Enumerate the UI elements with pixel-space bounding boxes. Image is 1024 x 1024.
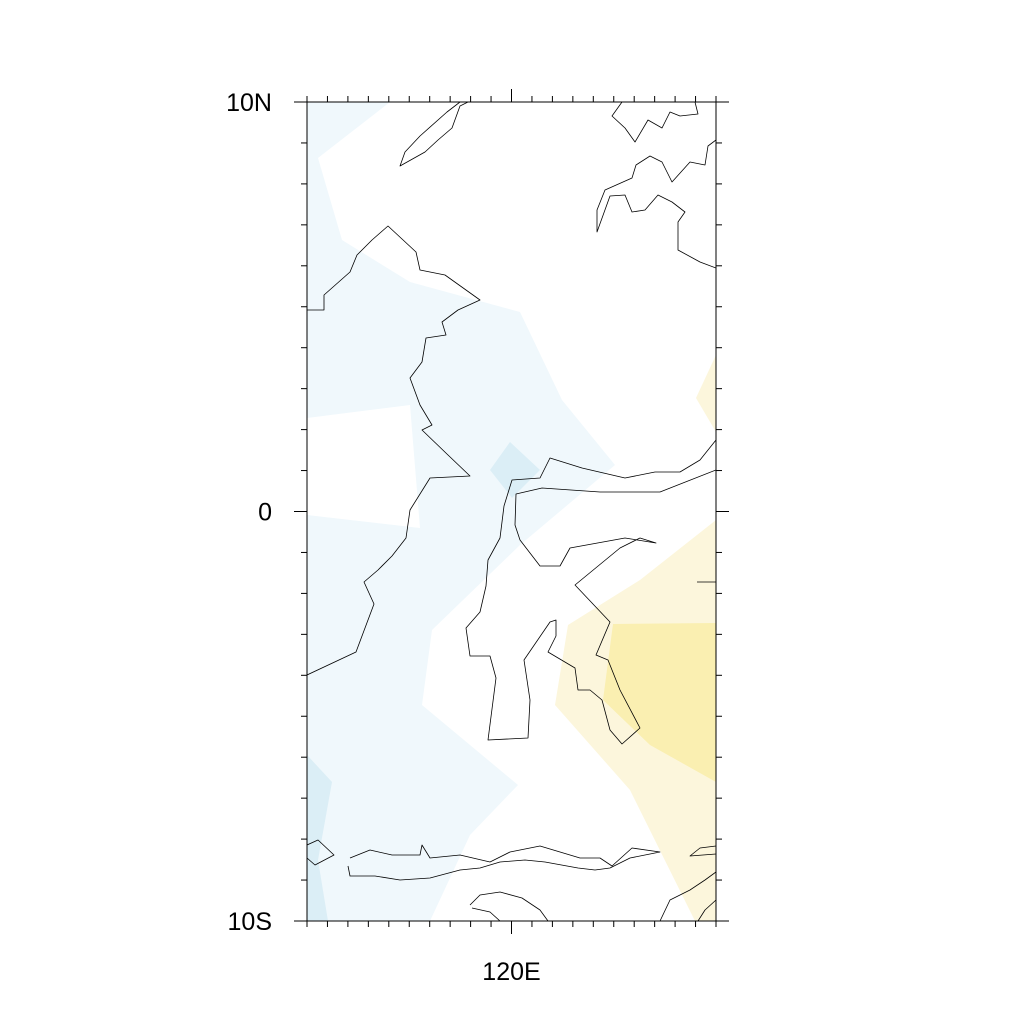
- axis-tick-labels: 10N 0 10S 120E: [226, 89, 541, 986]
- y-tick-label: 10N: [226, 89, 272, 117]
- shade-medium-blue-southwest: [307, 755, 332, 921]
- coastline-east-islands: [659, 871, 716, 921]
- coastline-philippines-b: [611, 102, 699, 143]
- coastline-sunda-java: [347, 844, 661, 881]
- shade-medium-blue-center: [490, 442, 540, 498]
- y-tick-label: 10S: [228, 908, 272, 936]
- coastline-timor: [469, 891, 549, 921]
- coastline-borneo: [307, 225, 481, 676]
- coastline-sunda-chain: [307, 839, 335, 866]
- shade-light-yellow-east: [696, 355, 716, 432]
- y-tick-label: 0: [258, 499, 272, 527]
- shaded-field: [307, 102, 716, 921]
- coastline-east-small: [689, 845, 716, 857]
- coastline-philippines-c: [596, 139, 716, 269]
- shade-light-blue-west: [307, 102, 615, 921]
- coastline-timor-b: [471, 907, 501, 921]
- x-tick-label: 120E: [482, 958, 540, 986]
- coastlines: [307, 102, 716, 921]
- coastline-philippines-a: [399, 102, 469, 167]
- axis-ticks: [294, 89, 729, 934]
- shade-yellow-southeast: [603, 623, 716, 782]
- coastline-sulawesi: [465, 439, 716, 745]
- coastline-east-islands-b: [697, 899, 716, 921]
